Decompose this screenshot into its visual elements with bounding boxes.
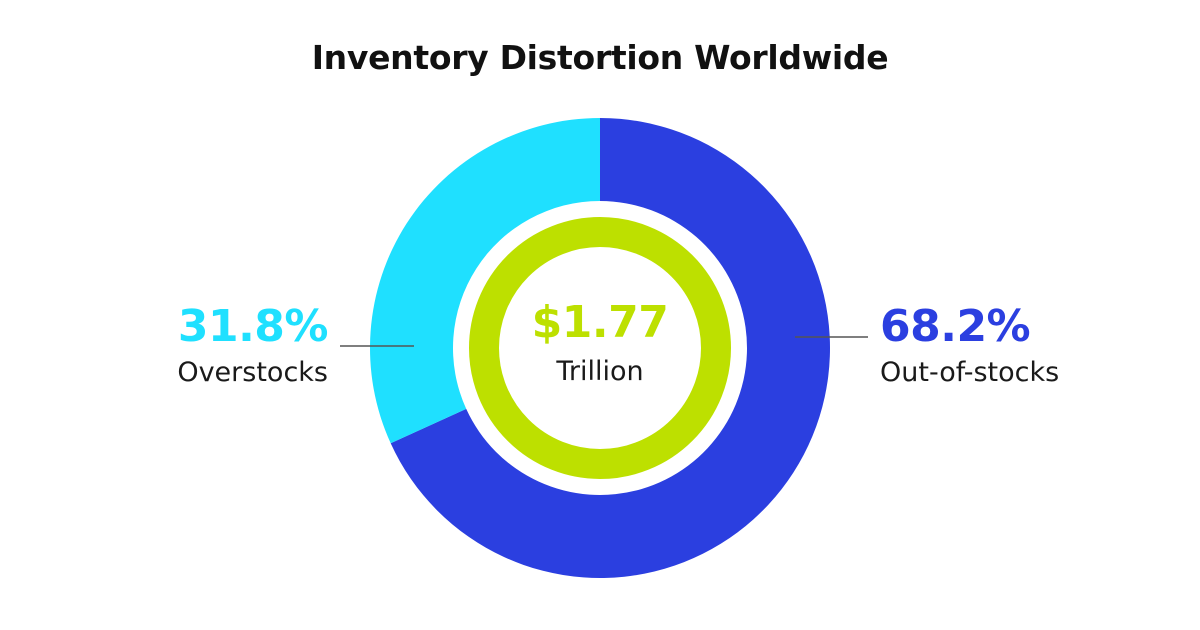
slice-out-of-stocks (390, 118, 831, 578)
center-ring (469, 217, 731, 479)
overstocks-percent-label: 31.8% (177, 301, 329, 352)
out-of-stocks-percent-label: 68.2% (880, 301, 1031, 352)
overstocks-category-label: Overstocks (177, 357, 328, 388)
chart-title: Inventory Distortion Worldwide (311, 38, 889, 77)
donut-slices (370, 118, 831, 578)
slice-overstocks (370, 118, 600, 444)
center-total-value: $1.77 (531, 297, 669, 348)
out-of-stocks-category-label: Out-of-stocks (880, 357, 1060, 388)
center-total-unit: Trillion (556, 356, 644, 387)
